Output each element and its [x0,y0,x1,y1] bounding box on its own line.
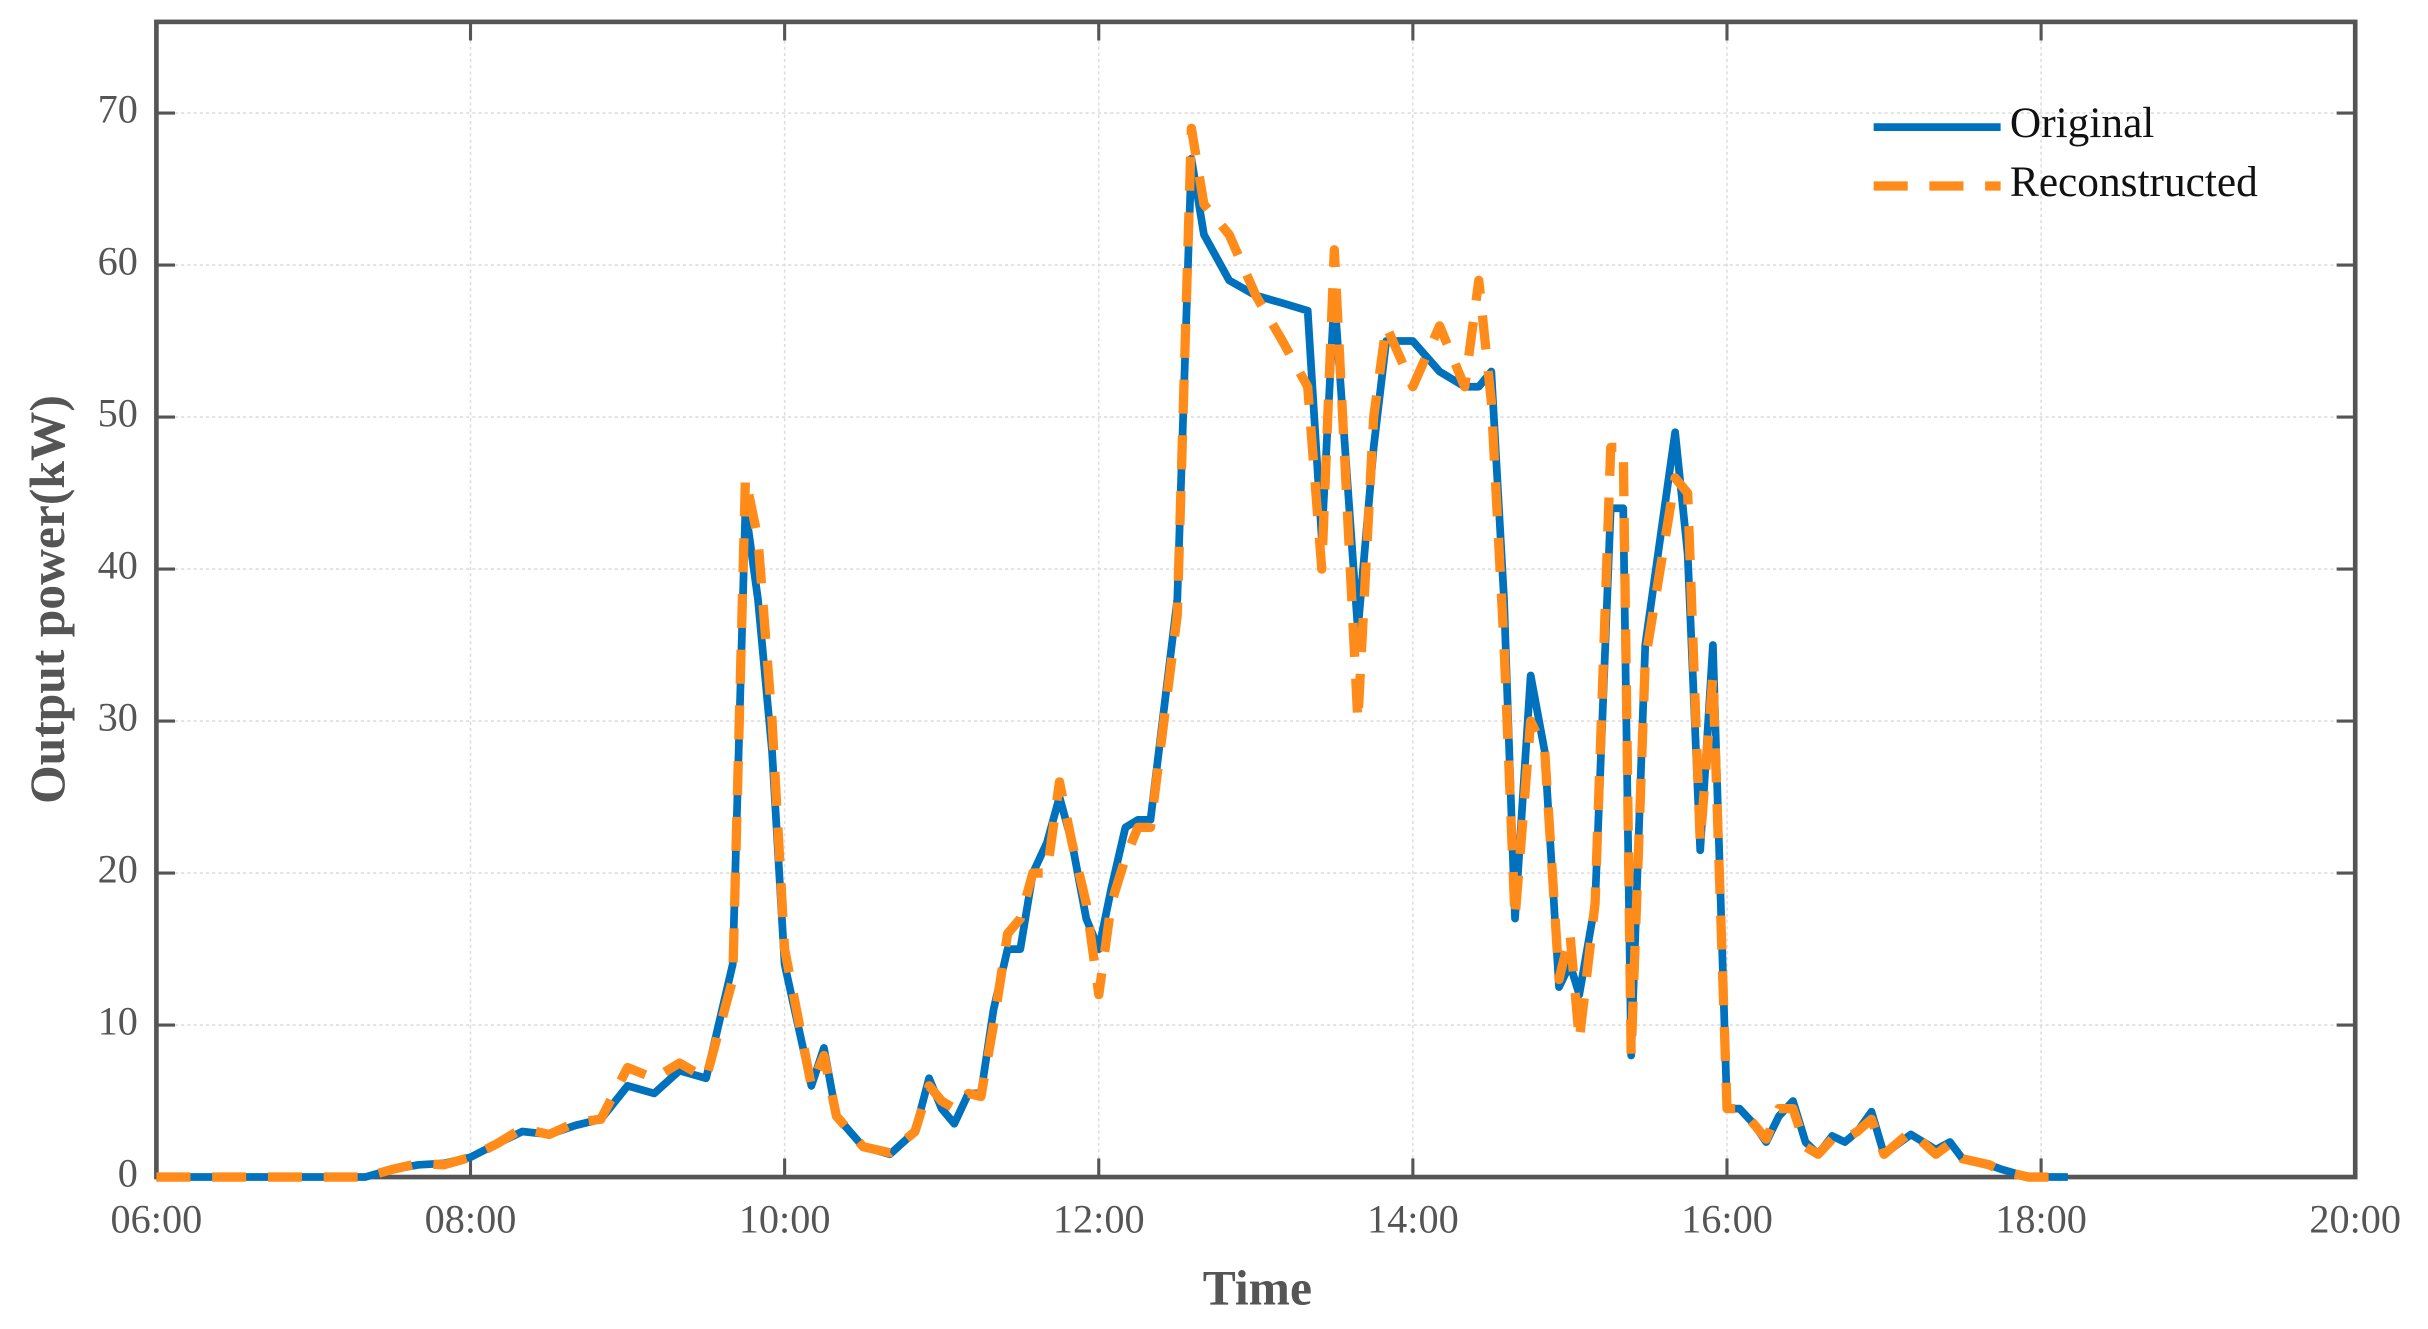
x-tick-label: 10:00 [739,1197,831,1242]
y-tick-label: 10 [98,998,138,1043]
y-tick-label: 30 [98,694,138,739]
x-tick-label: 18:00 [1995,1197,2087,1242]
y-axis-label: Output power(kW) [20,395,75,804]
y-tick-label: 0 [118,1150,138,1195]
x-tick-label: 14:00 [1367,1197,1459,1242]
data-line [156,123,2068,1182]
x-tick-label: 08:00 [425,1197,517,1242]
x-tick-label: 12:00 [1053,1197,1145,1242]
y-tick-label: 70 [98,86,138,131]
legend-label: Reconstructed [2010,158,2258,206]
y-tick-label: 40 [98,542,138,587]
x-tick-label: 06:00 [111,1197,203,1242]
y-tick-label: 20 [98,846,138,891]
x-axis-label: Time [1203,1261,1312,1316]
x-tick-label: 20:00 [2309,1197,2401,1242]
y-tick-label: 60 [98,238,138,283]
legend-label: Original [2010,99,2154,147]
x-tick-label: 16:00 [1681,1197,1773,1242]
y-tick-label: 50 [98,390,138,435]
plot-frame [154,19,2358,1180]
